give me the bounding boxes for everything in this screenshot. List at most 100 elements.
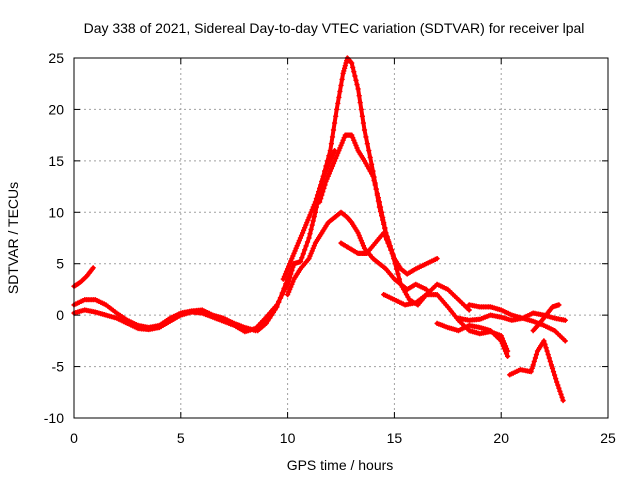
data-point — [333, 113, 339, 119]
data-point — [300, 230, 306, 236]
data-point — [359, 113, 365, 119]
data-point — [326, 160, 332, 166]
data-point — [555, 382, 561, 388]
data-point — [528, 369, 534, 375]
data-point — [531, 358, 537, 364]
data-point — [319, 178, 325, 184]
series-arc-6 — [317, 132, 440, 277]
series-arc-8 — [338, 230, 472, 313]
data-point — [308, 226, 314, 232]
data-point — [549, 365, 556, 371]
data-point — [372, 182, 378, 188]
data-point — [304, 239, 311, 245]
series-arc-14 — [530, 302, 562, 334]
data-point — [356, 232, 362, 238]
data-point — [329, 134, 336, 140]
data-point — [543, 345, 549, 351]
data-point — [382, 225, 388, 231]
data-point — [356, 93, 362, 99]
data-point — [560, 397, 566, 404]
y-tick-label: 5 — [56, 256, 64, 272]
data-point — [311, 214, 317, 220]
data-point — [550, 369, 557, 375]
data-point — [310, 218, 316, 224]
data-point — [366, 148, 372, 154]
y-tick-label: -10 — [44, 410, 64, 426]
data-point — [282, 271, 289, 277]
grid-lines — [74, 58, 608, 418]
data-point — [90, 265, 96, 271]
data-point — [562, 338, 568, 344]
data-point — [300, 251, 306, 257]
x-tick-label: 25 — [600, 430, 616, 446]
x-tick-label: 20 — [493, 430, 509, 446]
data-point — [317, 185, 323, 191]
data-point — [554, 379, 560, 385]
chart-title: Day 338 of 2021, Sidereal Day-to-day VTE… — [84, 20, 585, 36]
data-point — [562, 317, 568, 323]
data-point — [423, 286, 429, 292]
data-point — [388, 247, 394, 253]
data-point — [270, 309, 276, 315]
data-point — [530, 362, 536, 368]
data-point — [392, 261, 398, 267]
data-points — [71, 55, 568, 404]
data-point — [295, 240, 301, 246]
data-point — [377, 204, 384, 210]
data-point — [466, 307, 472, 313]
series-arc-2 — [71, 265, 96, 289]
data-point — [334, 106, 340, 112]
data-point — [359, 240, 365, 246]
data-point — [336, 94, 342, 100]
data-point — [269, 312, 275, 318]
data-point — [267, 315, 273, 321]
data-point — [318, 182, 324, 188]
data-point — [306, 256, 312, 262]
series-arc-13 — [507, 338, 566, 404]
data-point — [328, 141, 334, 147]
data-point — [505, 353, 511, 359]
data-point — [309, 207, 315, 213]
data-point — [289, 281, 295, 287]
series-arc-10 — [434, 320, 511, 359]
data-point — [374, 190, 380, 196]
data-point — [384, 237, 390, 243]
data-point — [502, 348, 509, 354]
data-point — [386, 244, 392, 250]
series-arc-9 — [381, 292, 511, 354]
data-point — [559, 394, 565, 400]
data-point — [380, 214, 386, 220]
data-point — [349, 132, 355, 138]
series-arc-3 — [71, 261, 297, 335]
x-tick-label: 5 — [177, 430, 185, 446]
data-point — [556, 385, 562, 391]
data-point — [309, 222, 315, 228]
data-point — [276, 299, 282, 305]
data-point — [354, 82, 360, 88]
x-tick-label: 0 — [70, 430, 78, 446]
data-point — [281, 285, 287, 291]
data-point — [314, 192, 321, 198]
axis-ticks: 0 5 10 15 20 25 -10 -5 0 5 10 15 20 25 — [44, 50, 616, 446]
plot-frame — [73, 57, 609, 419]
data-point — [353, 142, 359, 148]
data-point — [312, 199, 318, 205]
data-point — [265, 318, 271, 324]
data-point — [548, 362, 554, 368]
data-point — [381, 230, 387, 236]
y-tick-label: 20 — [48, 101, 64, 117]
data-point — [292, 248, 298, 254]
data-point — [556, 302, 562, 308]
data-point — [306, 235, 312, 241]
data-point — [389, 250, 395, 256]
data-point — [381, 220, 387, 226]
data-point — [553, 376, 559, 382]
x-tick-label: 15 — [387, 430, 403, 446]
data-point — [357, 100, 363, 106]
data-point — [309, 248, 315, 254]
data-point — [302, 247, 308, 253]
data-point — [382, 233, 388, 239]
data-point — [558, 391, 564, 397]
data-point — [532, 355, 538, 361]
data-point — [499, 340, 505, 346]
